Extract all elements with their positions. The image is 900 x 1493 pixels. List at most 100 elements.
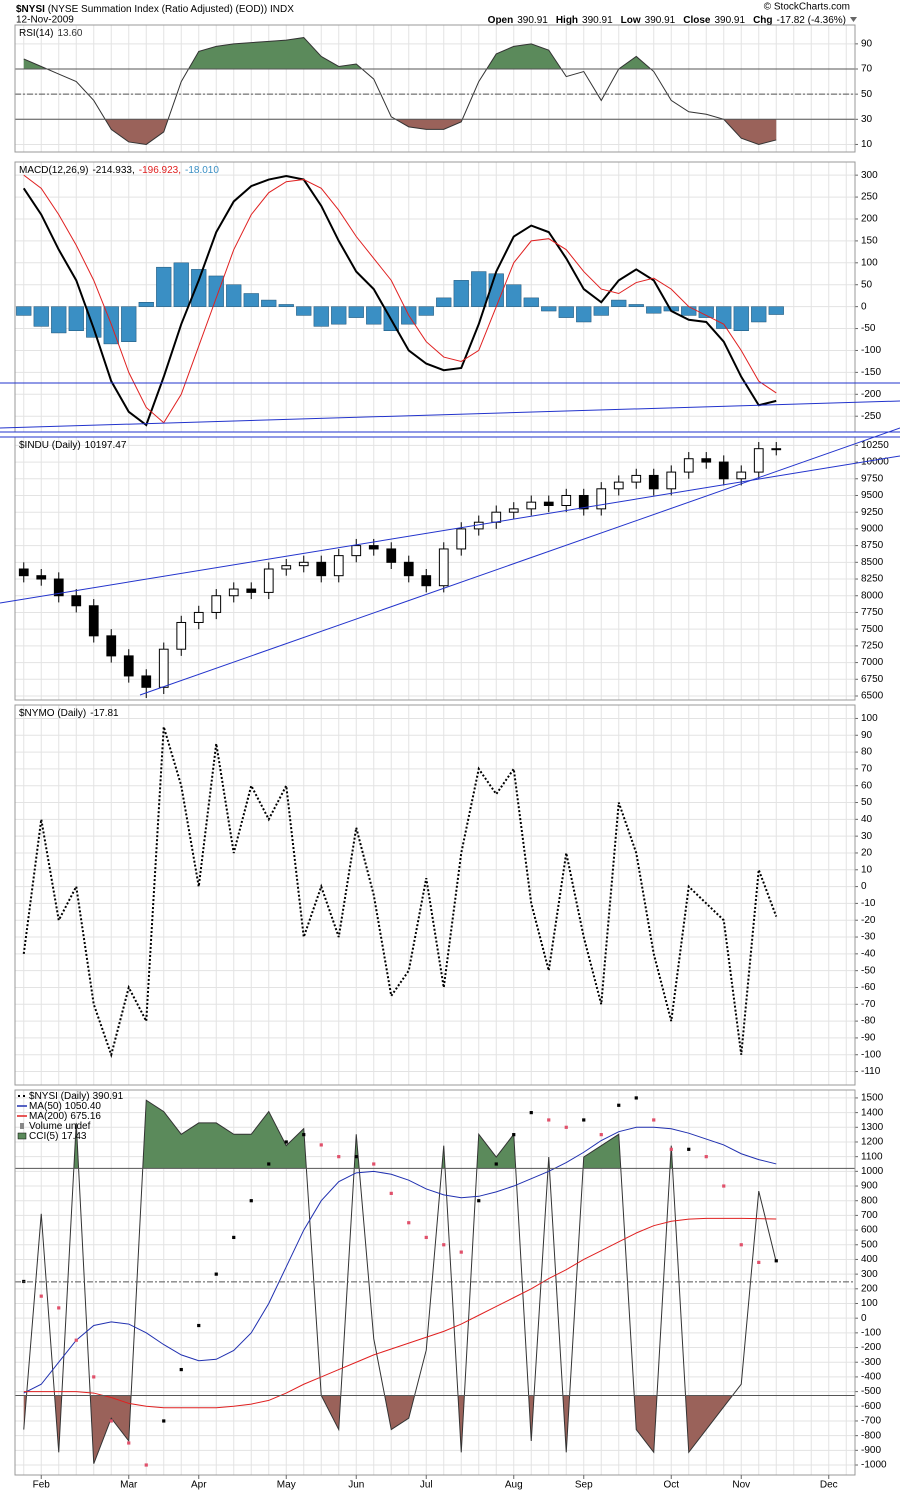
bar [138, 302, 154, 307]
y-tick-label: 70 [861, 764, 873, 775]
legend-value: -18.010 [185, 165, 219, 176]
dot [442, 1243, 446, 1247]
lower-fill [23, 1395, 733, 1464]
x-tick-label: Sep [575, 1480, 593, 1491]
y-tick-label: 10 [861, 139, 873, 150]
candle-body [368, 545, 379, 550]
panel-legend: $INDU (Daily) 10197.47 [19, 440, 127, 451]
dot [739, 1243, 743, 1247]
y-tick-label: 1000 [861, 1166, 884, 1177]
legend-marker [20, 1123, 24, 1129]
y-tick-label: 0 [861, 301, 867, 312]
y-tick-label: 250 [861, 192, 878, 203]
candle-body [631, 474, 642, 483]
exchange: INDX [270, 4, 294, 15]
quote-value: -17.82 (-4.36%) [777, 15, 846, 26]
y-tick-label: -60 [861, 982, 876, 993]
y-tick-label: 1300 [861, 1122, 884, 1133]
bar [16, 306, 32, 316]
legend-value: 390.91 [93, 1091, 124, 1102]
y-tick-label: 300 [861, 1269, 878, 1280]
candle-body [578, 494, 589, 510]
candle-body [71, 595, 82, 607]
y-tick-label: -70 [861, 999, 876, 1010]
quote-label: High [556, 15, 578, 26]
candle-body [333, 555, 344, 577]
series-line [23, 1099, 777, 1464]
series-line [23, 1217, 777, 1409]
legend-name: MA(50) [29, 1101, 62, 1112]
y-tick-label: -30 [861, 932, 876, 943]
dot [512, 1133, 516, 1137]
y-tick-label: 90 [861, 39, 873, 50]
legend-entry: CCI(5) 17.43 [29, 1131, 87, 1142]
x-tick-label: May [277, 1480, 296, 1491]
menu-arrow[interactable] [850, 17, 857, 22]
candle-body [18, 568, 29, 577]
legend-entry: Volume undef [29, 1121, 91, 1132]
legend-value: 13.60 [57, 28, 82, 39]
legend-marker [17, 1132, 27, 1140]
panel-legend: RSI(14) 13.60 [19, 28, 83, 39]
y-tick-label: 50 [861, 279, 873, 290]
upper-fill [23, 37, 651, 70]
candle-body [421, 575, 432, 587]
legend-label: RSI(14) [19, 28, 53, 39]
y-tick-label: 100 [861, 1298, 878, 1309]
series-line [23, 1126, 777, 1394]
bar [436, 297, 452, 307]
bar [313, 306, 329, 327]
trendline [0, 400, 900, 429]
candle-body [456, 528, 467, 550]
candle-body [596, 488, 607, 510]
y-tick-label: -10 [861, 898, 876, 909]
dot [302, 1133, 306, 1137]
legend-name: MA(200) [29, 1111, 67, 1122]
y-tick-label: -250 [861, 411, 881, 422]
y-tick-label: 10 [861, 864, 873, 875]
y-tick-label: 8750 [861, 540, 884, 551]
candle-body [176, 621, 187, 650]
dot [92, 1375, 96, 1379]
dot [582, 1118, 586, 1122]
y-tick-label: -400 [861, 1372, 881, 1383]
legend-value: -17.81 [90, 708, 119, 719]
y-tick-label: 100 [861, 713, 878, 724]
dot [634, 1096, 638, 1100]
series-line [22, 726, 778, 1059]
legend-label: $NYMO (Daily) [19, 708, 86, 719]
y-tick-label: -100 [861, 1049, 881, 1060]
candle-body [508, 508, 519, 513]
x-tick-label: Apr [191, 1480, 207, 1491]
candle-body [438, 548, 449, 587]
candle-body [88, 605, 99, 637]
dot [389, 1191, 393, 1195]
y-tick-label: -500 [861, 1386, 881, 1397]
bar [523, 297, 539, 307]
legend-value: 675.16 [70, 1111, 101, 1122]
quote-label: Open [488, 15, 514, 26]
dot [144, 1463, 148, 1467]
y-tick-label: -50 [861, 323, 876, 334]
y-tick-label: -50 [861, 965, 876, 976]
chart-title: $NYSI (NYSE Summation Index (Ratio Adjus… [16, 4, 294, 15]
x-tick-label: Oct [663, 1480, 679, 1491]
candle-body [613, 481, 624, 490]
candle-body [526, 501, 537, 510]
dot [57, 1306, 61, 1310]
panel-legend: $NYMO (Daily) -17.81 [19, 708, 119, 719]
panel: 10250 10000 9750 9500 9250 9000 8750 8500 8250 80… [14, 436, 889, 702]
bar [471, 271, 487, 307]
dot [337, 1155, 341, 1159]
panel: 90 70 50 30 10 RSI(14) 13.60 [14, 24, 873, 153]
dot [319, 1143, 323, 1147]
candle-body [666, 471, 677, 490]
y-tick-label: 400 [861, 1254, 878, 1265]
bar [261, 299, 277, 307]
panel: 1500140013001200110010009008007006005004… [14, 1089, 887, 1476]
dot [547, 1118, 551, 1122]
y-tick-label: -40 [861, 948, 876, 959]
dot [214, 1272, 218, 1276]
dot [669, 1147, 673, 1151]
bar [768, 306, 784, 315]
